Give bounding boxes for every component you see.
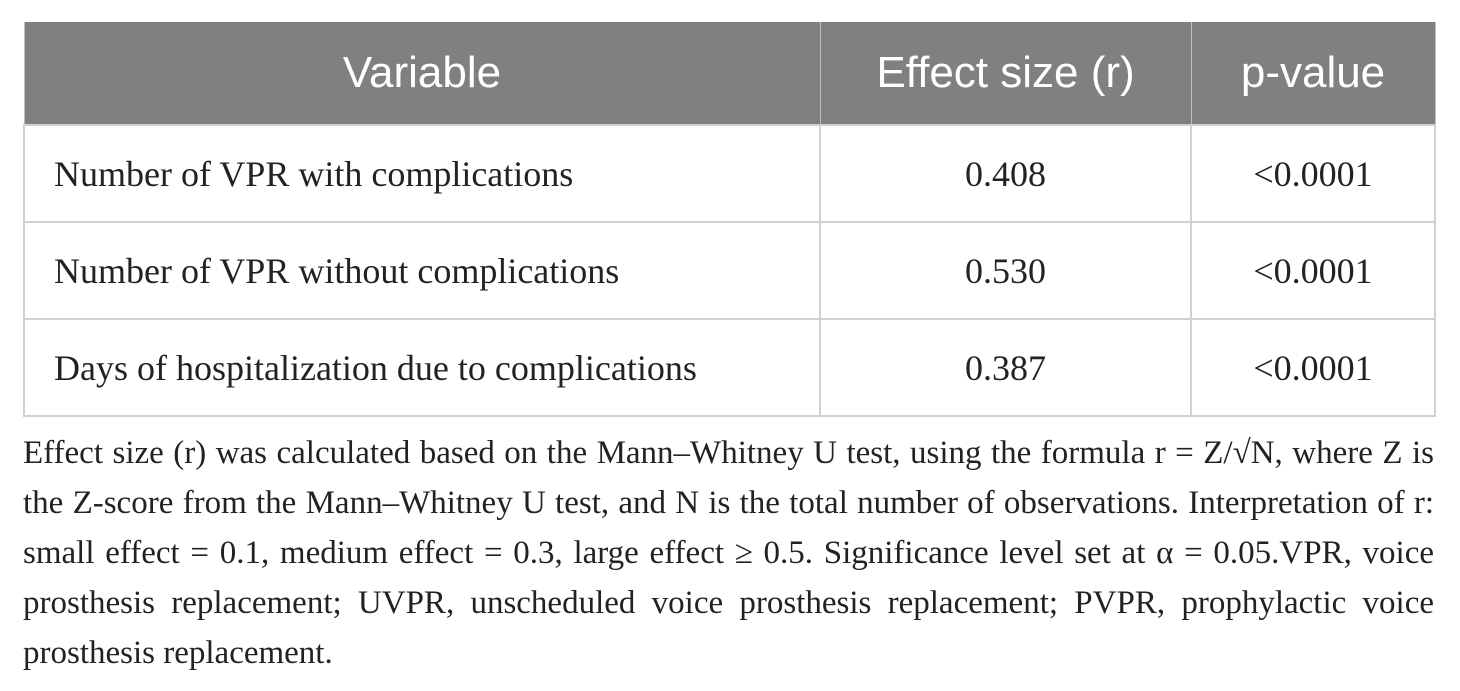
cell-effect-size: 0.408	[819, 124, 1192, 223]
cell-p-value: <0.0001	[1190, 221, 1436, 320]
table-body: Number of VPR with complications 0.408 <…	[23, 124, 1436, 417]
header-row: Variable Effect size (r) p-value	[23, 22, 1436, 125]
table-row: Number of VPR with complications 0.408 <…	[23, 124, 1436, 223]
table-row: Number of VPR without complications 0.53…	[23, 221, 1436, 320]
cell-effect-size: 0.530	[819, 221, 1192, 320]
cell-variable: Number of VPR without complications	[23, 221, 821, 320]
header-effect-size: Effect size (r)	[819, 22, 1192, 125]
header-p-value: p-value	[1190, 22, 1436, 125]
cell-p-value: <0.0001	[1190, 124, 1436, 223]
cell-effect-size: 0.387	[819, 318, 1192, 417]
header-variable: Variable	[23, 22, 821, 125]
cell-variable: Days of hospitalization due to complicat…	[23, 318, 821, 417]
table-header: Variable Effect size (r) p-value	[23, 22, 1436, 125]
cell-p-value: <0.0001	[1190, 318, 1436, 417]
results-table-container: Variable Effect size (r) p-value Number …	[23, 22, 1436, 417]
table-row: Days of hospitalization due to complicat…	[23, 318, 1436, 417]
table-footnote: Effect size (r) was calculated based on …	[23, 435, 1434, 671]
effect-size-table: Variable Effect size (r) p-value Number …	[23, 22, 1436, 417]
cell-variable: Number of VPR with complications	[23, 124, 821, 223]
